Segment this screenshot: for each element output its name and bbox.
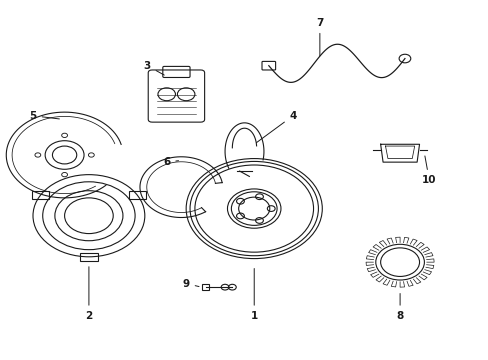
Text: 8: 8 bbox=[396, 293, 403, 321]
Text: 1: 1 bbox=[250, 269, 257, 321]
Text: 9: 9 bbox=[182, 279, 199, 289]
Text: 6: 6 bbox=[163, 157, 178, 167]
Text: 5: 5 bbox=[29, 111, 59, 121]
Text: 4: 4 bbox=[256, 111, 296, 143]
Text: 10: 10 bbox=[421, 156, 436, 185]
Text: 2: 2 bbox=[85, 267, 92, 321]
Text: 3: 3 bbox=[143, 61, 164, 75]
Text: 7: 7 bbox=[316, 18, 323, 56]
